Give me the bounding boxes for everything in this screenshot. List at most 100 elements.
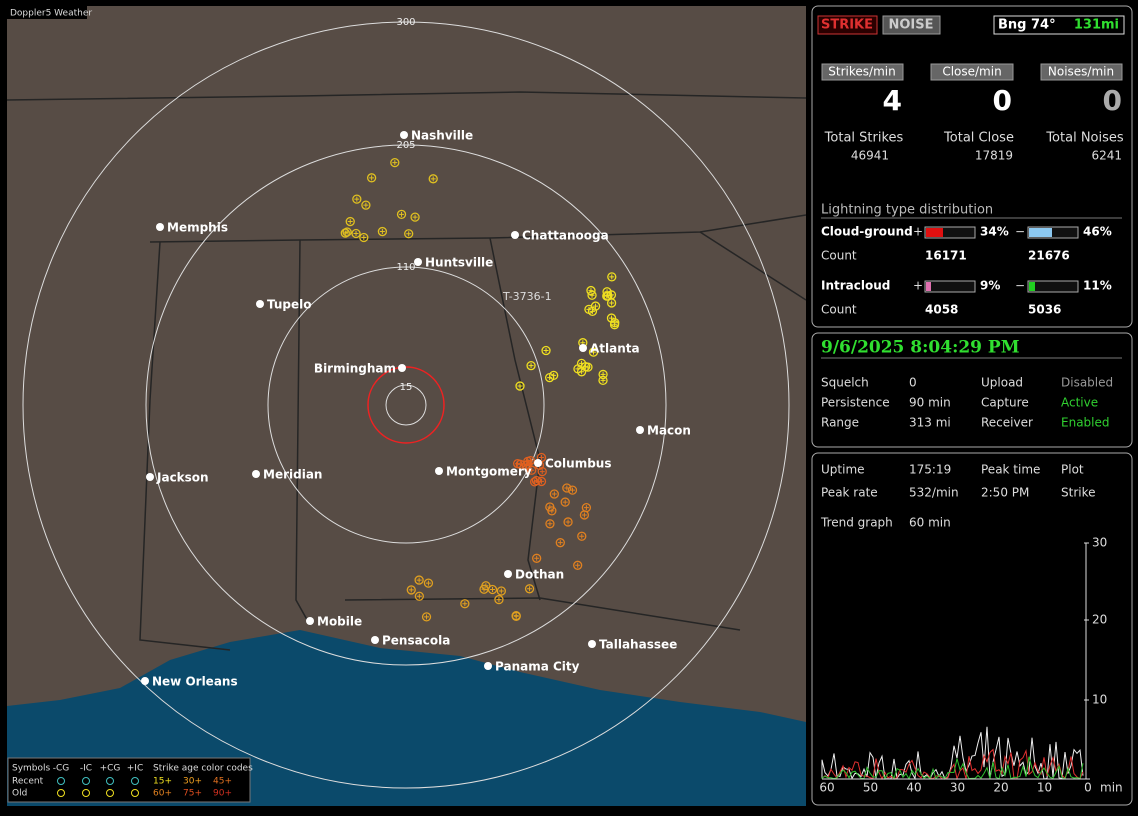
x-tick-label: 60 [819, 781, 834, 795]
strike-marker [414, 591, 424, 601]
strike-marker-cross [347, 219, 353, 225]
strike-marker [487, 584, 498, 595]
strike-marker [361, 200, 371, 210]
strike-marker [607, 272, 617, 282]
legend-header: Strike age color codes [153, 764, 253, 774]
stat: 532/min [909, 486, 959, 500]
city-marker [400, 131, 408, 139]
strike-marker-cross [361, 234, 367, 240]
map-title: Doppler5 Weather [10, 9, 92, 19]
city-marker [504, 570, 512, 578]
city-label: Pensacola [382, 634, 450, 648]
strike-marker [512, 459, 523, 469]
total-label: Total Noises [1045, 131, 1124, 146]
strike-marker [511, 611, 521, 621]
count-label: Count [821, 249, 857, 263]
y-tick-label: 30 [1092, 536, 1107, 550]
map [7, 6, 806, 806]
strike-marker-cross [551, 372, 557, 378]
strike-marker [345, 216, 355, 227]
strike-marker-cross [490, 587, 496, 593]
strike-marker [352, 194, 362, 204]
city-label: Birmingham [314, 362, 396, 376]
strike-marker-cross [416, 593, 422, 599]
legend-symbol [82, 789, 90, 797]
rate-value: 4 [883, 84, 902, 117]
city-marker [511, 231, 519, 239]
strike-marker [560, 497, 570, 507]
city-marker [306, 617, 314, 625]
x-tick-label: 10 [1037, 781, 1052, 795]
strike-marker-cross [538, 455, 544, 461]
strike-marker [529, 477, 540, 487]
city-marker [141, 677, 149, 685]
strike-marker-cross [353, 231, 359, 237]
ring-label: 205 [396, 140, 415, 151]
city-label: Panama City [495, 660, 580, 674]
strike-marker-cross [523, 463, 529, 469]
strike-marker [390, 157, 400, 168]
noise-label: NOISE [888, 18, 933, 33]
strike-marker-cross [609, 300, 615, 306]
setting: 313 mi [909, 416, 951, 430]
strike-marker [606, 298, 617, 308]
rate-button-label: Strikes/min [828, 65, 895, 79]
stat: 60 min [909, 516, 951, 530]
legend-box [7, 757, 251, 803]
strike-marker-cross [425, 580, 431, 586]
total-value: 46941 [851, 149, 889, 163]
strike-marker-cross [612, 322, 618, 328]
strike-marker-cross [604, 293, 610, 299]
x-unit: min [1100, 781, 1123, 795]
setting: Active [1061, 396, 1098, 410]
setting: Squelch [821, 376, 869, 390]
strike-marker [588, 347, 599, 357]
trend-line [821, 726, 1084, 781]
bearing-box [993, 15, 1125, 35]
city-marker [146, 473, 154, 481]
strike-marker [587, 290, 597, 300]
city-label: Huntsville [425, 256, 493, 270]
count: 21676 [1028, 249, 1070, 263]
city-label: Atlanta [590, 342, 640, 356]
age-code: 15+ [153, 777, 172, 787]
title-box [7, 6, 87, 19]
city-marker [252, 470, 260, 478]
stat: Plot [1061, 463, 1084, 477]
stat: Strike [1061, 486, 1096, 500]
legend-symbol [131, 789, 139, 797]
count: 5036 [1028, 303, 1061, 317]
stat: Peak time [981, 463, 1040, 477]
sign: + [913, 225, 923, 239]
pct: 34% [980, 225, 1009, 239]
trend-graph [821, 726, 1084, 781]
strike-button[interactable] [817, 15, 878, 35]
stat: Trend graph [820, 516, 893, 530]
strike-marker [573, 560, 583, 570]
rate-buttons[interactable] [821, 63, 1123, 81]
pct: 46% [1083, 225, 1112, 239]
legend-symbol [106, 789, 114, 797]
strike-marker-cross [517, 383, 523, 389]
strike-marker-cross [588, 288, 594, 294]
clock: 9/6/2025 8:04:29 PM [821, 338, 1020, 358]
setting: 0 [909, 376, 917, 390]
strike-marker-cross [593, 303, 599, 309]
strike-marker-cross [430, 176, 436, 182]
strike-label: STRIKE [821, 18, 873, 33]
strike-marker-cross [539, 469, 545, 475]
type-name: Intracloud [821, 279, 890, 293]
city-label: Dothan [515, 568, 564, 582]
strike-marker [587, 306, 598, 317]
age-code: 60+ [153, 789, 172, 799]
noise-button[interactable] [882, 15, 941, 35]
stat: Peak rate [821, 486, 878, 500]
city-marker [371, 636, 379, 644]
legend-symbol [57, 777, 65, 785]
city-label: Memphis [167, 221, 228, 235]
total-label: Total Strikes [824, 131, 904, 146]
setting: 90 min [909, 396, 951, 410]
setting: Range [821, 416, 859, 430]
rate-button-label: Noises/min [1048, 65, 1114, 79]
sign: − [1015, 225, 1025, 239]
